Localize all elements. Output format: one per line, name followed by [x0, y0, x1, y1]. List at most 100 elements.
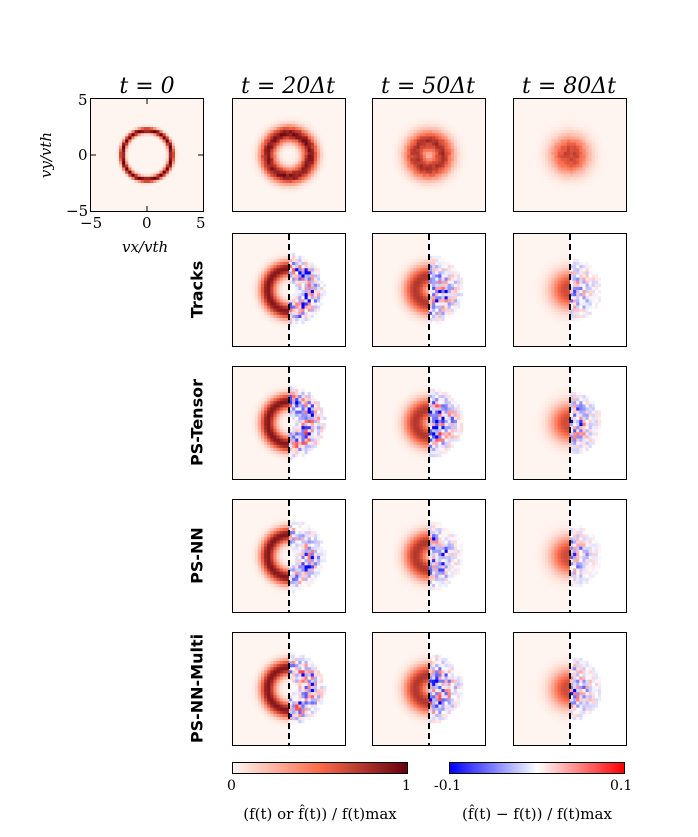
heatmap-cell: [122, 145, 126, 150]
heatmap-cell: [320, 145, 324, 150]
heatmap-cell: [478, 176, 483, 181]
heatmap-cell: [429, 136, 433, 140]
heatmap-cell: [517, 164, 521, 168]
heatmap-cell: [295, 139, 299, 143]
heatmap-cell: [317, 207, 321, 211]
heatmap-cell: [469, 102, 473, 106]
heatmap-cell: [447, 123, 452, 128]
heatmap-cell: [236, 155, 240, 159]
heatmap-cell: [425, 204, 430, 209]
heatmap-cell: [379, 158, 383, 162]
heatmap-cell: [310, 183, 315, 187]
heatmap-cell: [438, 136, 442, 140]
heatmap-cell: [279, 148, 284, 153]
heatmap-cell: [335, 108, 340, 112]
heatmap-cell: [276, 161, 280, 165]
heatmap-cell: [307, 120, 312, 125]
heatmap-cell: [285, 195, 290, 199]
heatmap-cell: [103, 170, 107, 174]
heatmap-cell: [453, 142, 458, 146]
heatmap-cell: [526, 114, 530, 118]
heatmap-cell: [301, 183, 305, 187]
heatmap-cell: [140, 176, 145, 181]
heatmap-cell: [435, 155, 439, 159]
heatmap-cell: [91, 207, 95, 211]
heatmap-cell: [570, 127, 574, 131]
heatmap-cell: [298, 114, 302, 118]
heatmap-cell: [332, 102, 336, 106]
heatmap-cell: [563, 120, 568, 125]
heatmap-cell: [538, 201, 543, 206]
heatmap-cell: [517, 114, 521, 118]
heatmap-cell: [422, 189, 427, 193]
heatmap-cell: [329, 145, 333, 150]
heatmap-cell: [545, 145, 549, 150]
heatmap-cell: [239, 201, 243, 206]
heatmap-cell: [469, 111, 473, 115]
heatmap-cell: [594, 195, 599, 199]
heatmap-cell: [548, 120, 552, 125]
heatmap-cell: [579, 189, 583, 193]
heatmap-cell: [323, 105, 327, 109]
heatmap-cell: [472, 139, 476, 143]
heatmap-cell: [466, 198, 470, 202]
heatmap-cell: [560, 195, 565, 199]
heatmap-cell: [557, 207, 561, 211]
heatmap-cell: [236, 127, 240, 131]
heatmap-cell: [410, 201, 414, 206]
heatmap-cell: [582, 176, 586, 181]
heatmap-cell: [100, 108, 104, 112]
heatmap-cell: [233, 198, 237, 202]
heatmap-cell: [242, 195, 246, 199]
heatmap-cell: [171, 133, 176, 137]
heatmap-cell: [103, 176, 107, 181]
heatmap-cell: [175, 164, 179, 168]
heatmap-cell: [131, 117, 135, 122]
heatmap-cell: [394, 117, 399, 122]
heatmap-cell: [190, 176, 194, 181]
heatmap-cell: [332, 164, 336, 168]
heatmap-cell: [251, 176, 256, 181]
heatmap-cell: [332, 170, 336, 174]
heatmap-cell: [472, 102, 476, 106]
heatmap-cell: [517, 117, 521, 122]
heatmap-cell: [282, 151, 287, 156]
heatmap-cell: [190, 204, 194, 209]
heatmap-cell: [282, 161, 287, 165]
heatmap-cell: [125, 183, 129, 187]
heatmap-cell: [168, 179, 173, 184]
heatmap-cell: [560, 117, 565, 122]
heatmap-cell: [153, 207, 157, 211]
heatmap-cell: [125, 201, 129, 206]
heatmap-cell: [140, 204, 145, 209]
heatmap-cell: [566, 195, 571, 199]
heatmap-cell: [196, 114, 201, 118]
heatmap-cell: [103, 173, 107, 178]
heatmap-cell: [106, 142, 110, 146]
heatmap-cell: [298, 111, 302, 115]
heatmap-cell: [447, 167, 452, 171]
heatmap-cell: [273, 183, 277, 187]
heatmap-cell: [320, 192, 324, 196]
heatmap-cell: [481, 111, 485, 115]
heatmap-cell: [388, 105, 392, 109]
heatmap-cell: [542, 102, 546, 106]
heatmap-cell: [264, 158, 268, 162]
heatmap-cell: [416, 170, 420, 174]
heatmap-cell: [447, 136, 452, 140]
heatmap-cell: [273, 130, 277, 134]
heatmap-cell: [582, 204, 586, 209]
heatmap-cell: [432, 108, 436, 112]
heatmap-cell: [481, 127, 485, 131]
heatmap-cell: [582, 189, 586, 193]
heatmap-cell: [248, 114, 252, 118]
heatmap-cell: [150, 195, 154, 199]
heatmap-cell: [425, 127, 430, 131]
heatmap-cell: [563, 142, 568, 146]
heatmap-cell: [520, 142, 524, 146]
heatmap-cell: [450, 164, 455, 168]
heatmap-cell: [320, 108, 324, 112]
heatmap-cell: [112, 207, 117, 211]
heatmap-cell: [150, 114, 154, 118]
heatmap-cell: [447, 133, 452, 137]
